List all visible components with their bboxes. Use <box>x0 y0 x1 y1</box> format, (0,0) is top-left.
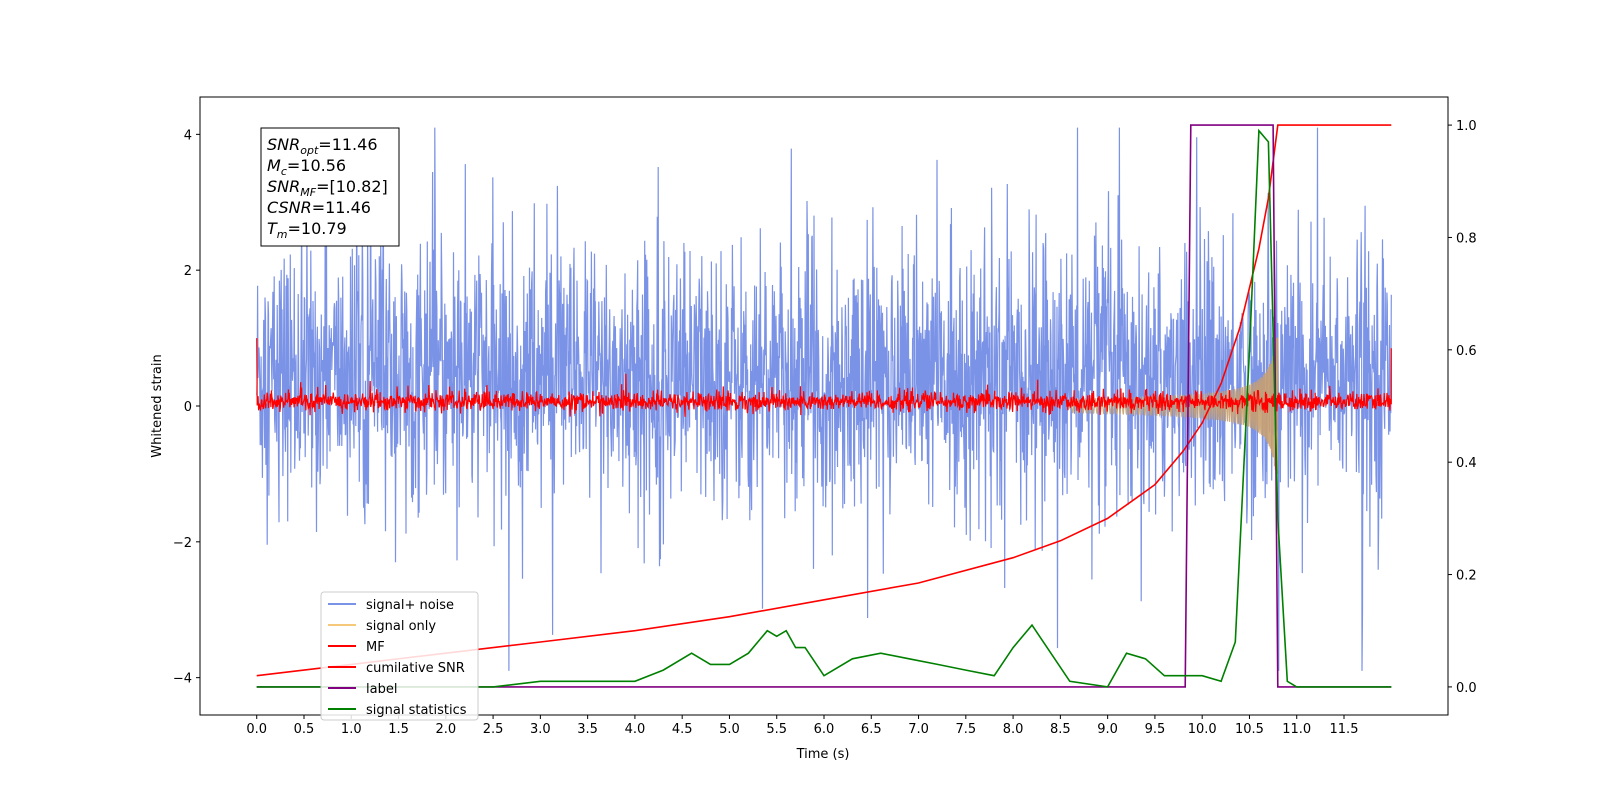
x-tick-label: 0.0 <box>246 722 267 737</box>
x-tick-label: 7.0 <box>908 722 929 737</box>
x-tick-label: 7.5 <box>955 722 976 737</box>
x-tick-label: 6.5 <box>861 722 882 737</box>
x-tick-label: 11.0 <box>1282 722 1311 737</box>
legend: signal+ noise signal only MF cumilative SNR… <box>320 591 479 721</box>
x-tick-label: 11.5 <box>1330 722 1359 737</box>
plot-layer <box>256 124 1392 688</box>
legend-frame <box>320 591 479 721</box>
x-tick-label: 3.0 <box>530 722 551 737</box>
series-mf <box>256 338 1392 417</box>
y2-tick-label: 0.2 <box>1456 569 1477 584</box>
legend-label: MF <box>366 640 385 655</box>
x-tick-label: 8.5 <box>1050 722 1071 737</box>
x-tick-label: 2.5 <box>483 722 504 737</box>
y2-tick-label: 1.0 <box>1456 119 1477 134</box>
legend-label: signal only <box>366 619 436 634</box>
y-axis-label: Whitened strain <box>150 354 165 457</box>
x-tick-label: 5.0 <box>719 722 740 737</box>
x-tick-label: 10.5 <box>1235 722 1264 737</box>
legend-label: signal statistics <box>366 703 467 718</box>
y2-tick-label: 0.8 <box>1456 231 1477 246</box>
x-tick-label: 10.0 <box>1188 722 1217 737</box>
x-axis-label: Time (s) <box>796 747 850 762</box>
x-tick-label: 1.5 <box>388 722 409 737</box>
annotation-line: SNRMF=[10.82] <box>267 177 388 199</box>
legend-label: label <box>366 682 397 697</box>
y-tick-label: 0 <box>184 400 192 415</box>
x-tick-label: 9.5 <box>1145 722 1166 737</box>
x-axis: 0.0 0.5 1.0 1.5 2.0 2.5 3.0 3.5 4.0 4.5 5.0 5.5 6.0 6… <box>246 715 1358 737</box>
x-tick-label: 5.5 <box>766 722 787 737</box>
y-axis-right: 1.0 0.8 0.6 0.4 0.2 0.0 <box>1448 119 1477 696</box>
annotation-line: SNRopt=11.46 <box>267 135 378 157</box>
y-tick-label: −4 <box>173 672 192 687</box>
annotation-frame <box>260 127 400 247</box>
x-tick-label: 2.0 <box>435 722 456 737</box>
y-tick-label: 2 <box>184 264 192 279</box>
y2-tick-label: 0.0 <box>1456 681 1477 696</box>
x-tick-label: 1.0 <box>341 722 362 737</box>
annotation-line: CSNR=11.46 <box>267 198 371 217</box>
series-signal-statistics <box>256 128 1392 688</box>
y-axis-left: 4 2 0 −2 −4 <box>173 128 200 687</box>
x-tick-label: 3.5 <box>577 722 598 737</box>
y2-tick-label: 0.6 <box>1456 344 1477 359</box>
x-tick-label: 8.0 <box>1003 722 1024 737</box>
annotation-line: Mc=10.56 <box>267 156 346 178</box>
series-cumulative-snr <box>256 124 1392 677</box>
y-tick-label: 4 <box>184 128 192 143</box>
y-tick-label: −2 <box>173 536 192 551</box>
x-tick-label: 4.0 <box>625 722 646 737</box>
x-tick-label: 0.5 <box>294 722 315 737</box>
x-tick-label: 6.0 <box>814 722 835 737</box>
legend-label: cumilative SNR <box>366 661 465 676</box>
annotation-box: SNRopt=11.46Mc=10.56SNRMF=[10.82]CSNR=11… <box>260 127 400 247</box>
legend-label: signal+ noise <box>366 598 454 613</box>
annotation-line: Tm=10.79 <box>267 219 347 241</box>
y2-tick-label: 0.4 <box>1456 456 1477 471</box>
x-tick-label: 9.0 <box>1097 722 1118 737</box>
x-tick-label: 4.5 <box>672 722 693 737</box>
